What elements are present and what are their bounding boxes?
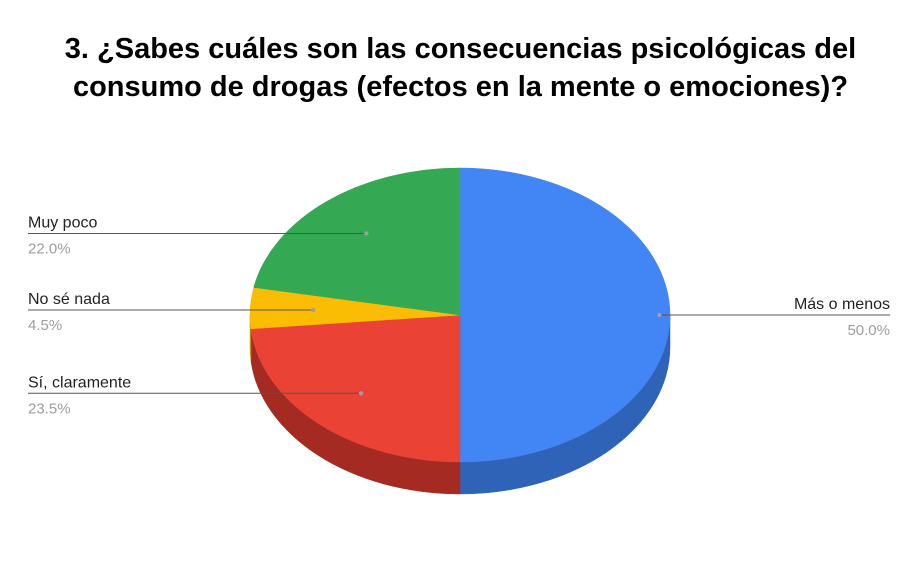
- leader-dot-muy-poco: [364, 231, 368, 235]
- label-mas-o-menos: Más o menos: [794, 296, 890, 313]
- pie-slices: [250, 168, 670, 462]
- pie-slice-si-claramente: [251, 315, 460, 462]
- value-label-si-claramente: 23.5%: [28, 400, 71, 417]
- leader-dot-mas-o-menos: [657, 313, 661, 317]
- value-label-muy-poco: 22.0%: [28, 240, 71, 257]
- label-muy-poco: Muy poco: [28, 214, 97, 231]
- leader-dot-no-se-nada: [311, 308, 315, 312]
- label-si-claramente: Sí, claramente: [28, 374, 131, 391]
- value-label-mas-o-menos: 50.0%: [847, 322, 890, 339]
- value-label-no-se-nada: 4.5%: [28, 317, 62, 334]
- label-no-se-nada: No sé nada: [28, 291, 110, 308]
- leader-dot-si-claramente: [359, 391, 363, 395]
